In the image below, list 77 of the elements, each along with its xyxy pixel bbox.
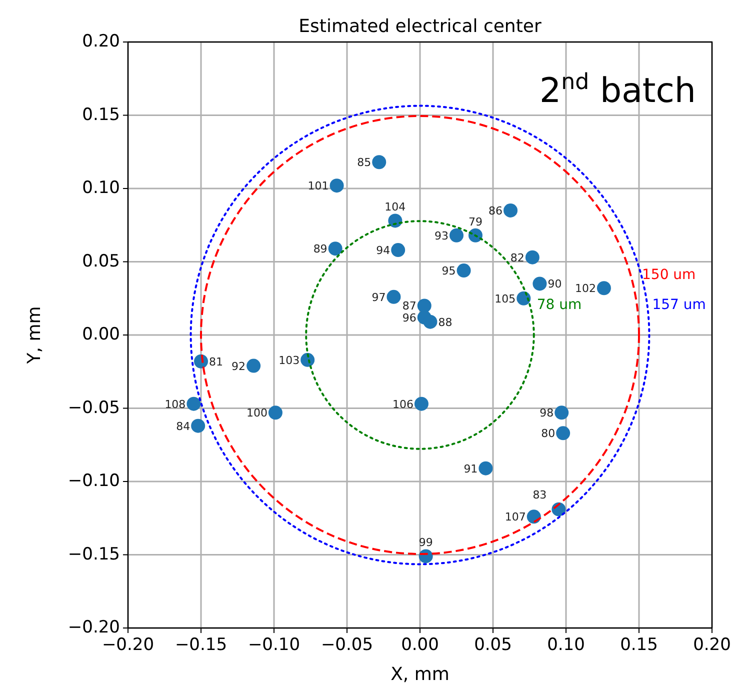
point (516, 291, 531, 306)
x-tick-label: −0.10 (248, 635, 300, 655)
point (372, 155, 386, 170)
annotation: 90 (548, 278, 562, 291)
point (268, 406, 282, 420)
annotation: 106 (392, 398, 414, 411)
point (450, 228, 464, 242)
annotation: 85 (357, 156, 372, 170)
annotation: 104 (384, 200, 406, 214)
point (391, 243, 406, 258)
annotation: 84 (176, 420, 190, 433)
annotation: 87 (402, 300, 416, 313)
annotation: 81 (209, 355, 223, 368)
annotation: 94 (376, 244, 390, 258)
y-axis-title: Y, mm (24, 306, 45, 365)
x-tick-label: 0.00 (401, 635, 439, 655)
chart-title: Estimated electrical center (298, 16, 542, 37)
annotation: 91 (464, 462, 478, 476)
y-tick-label: 0.10 (82, 178, 120, 198)
y-tick-label: 0.20 (82, 32, 120, 52)
annotation: 99 (418, 536, 433, 550)
annotation: 97 (372, 290, 386, 304)
annotation: 89 (313, 242, 328, 256)
annotation: 107 (504, 510, 526, 524)
annotation: 83 (532, 488, 547, 502)
point (556, 426, 570, 440)
point (554, 406, 569, 420)
point (478, 461, 493, 476)
point (525, 250, 540, 264)
point (186, 396, 201, 411)
annotation: 100 (246, 406, 268, 420)
y-tick-label: −0.05 (68, 398, 120, 418)
x-tick-label: −0.20 (102, 635, 154, 655)
x-tick-label: −0.05 (320, 635, 374, 655)
point (504, 203, 518, 218)
point (417, 298, 432, 313)
y-tick-label: −0.15 (68, 544, 120, 564)
annotation: 103 (278, 354, 300, 367)
annotation: 2$^{nd}$ batch (540, 69, 696, 111)
annotation: 101 (308, 180, 329, 193)
point (596, 281, 611, 296)
annotation: 98 (540, 406, 554, 420)
point (328, 242, 342, 256)
annotation: 102 (574, 282, 596, 296)
point (456, 264, 471, 278)
x-tick-label: −0.15 (174, 635, 228, 655)
point (386, 290, 401, 304)
annotation: 79 (468, 215, 482, 228)
annotation: 108 (164, 398, 186, 411)
point (246, 358, 261, 373)
x-tick-label: 0.05 (474, 635, 512, 655)
x-tick-label: 0.10 (547, 635, 585, 655)
y-tick-label: 0.00 (82, 324, 120, 345)
annotation: 78 um (536, 296, 582, 313)
y-tick-label: 0.05 (82, 251, 120, 272)
annotation: 150 um (642, 266, 696, 283)
y-tick-label: 0.15 (82, 104, 120, 125)
y-tick-label: −0.10 (68, 471, 120, 492)
point (330, 178, 344, 193)
annotation: 96 (402, 311, 416, 324)
y-tick-label: −0.20 (68, 618, 120, 638)
annotation: 105 (494, 292, 516, 306)
annotation: 95 (442, 264, 456, 278)
point (191, 418, 206, 433)
annotation: 80 (541, 427, 556, 440)
annotation: 93 (434, 229, 448, 242)
x-tick-label: 0.15 (620, 635, 658, 655)
x-axis-title: X, mm (390, 664, 450, 685)
point (532, 276, 547, 291)
annotation: 86 (488, 204, 503, 218)
point (423, 314, 438, 329)
annotation: 157 um (652, 296, 706, 313)
annotation: 92 (232, 360, 246, 373)
annotation: 88 (438, 316, 452, 329)
point (414, 396, 428, 411)
annotation: 82 (510, 251, 524, 264)
x-tick-label: 0.20 (693, 635, 731, 655)
